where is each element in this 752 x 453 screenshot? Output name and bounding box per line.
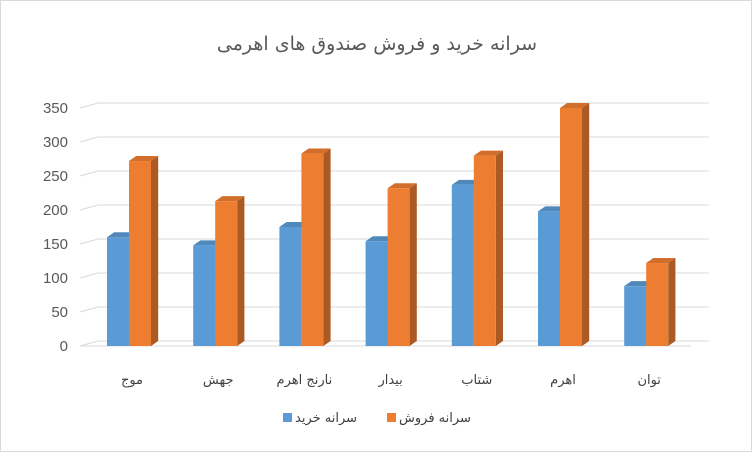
y-tick-label: 300 — [43, 134, 68, 151]
bar-sell — [301, 148, 331, 346]
legend-swatch-sell — [387, 413, 396, 422]
bar-sell — [646, 258, 676, 346]
legend-label-sell: سرانه فروش — [399, 411, 471, 426]
bar-sell — [560, 103, 590, 346]
gridline — [79, 102, 709, 109]
gridline — [79, 204, 709, 211]
x-category-label: موج — [121, 373, 143, 388]
x-axis-labels: موج جهش نارنج اهرم بیدار شتاب اهرم توان — [121, 373, 661, 388]
y-tick-label: 200 — [43, 202, 68, 219]
bars — [107, 103, 676, 346]
chart-title: سرانه خرید و فروش صندوق های اهرمی — [217, 33, 537, 55]
x-category-label: بیدار — [377, 373, 402, 388]
bar-sell — [129, 156, 159, 346]
x-category-label: اهرم — [550, 373, 576, 388]
y-tick-label: 350 — [43, 100, 68, 117]
gridline — [79, 136, 709, 143]
x-category-label: جهش — [203, 373, 234, 388]
gridline — [79, 340, 709, 347]
y-tick-label: 0 — [60, 338, 68, 355]
y-tick-label: 100 — [43, 270, 68, 287]
gridline — [79, 272, 709, 279]
gridline — [79, 238, 709, 245]
gridline — [79, 170, 709, 177]
y-axis-ticks: 0 50 100 150 200 250 300 350 — [43, 100, 68, 355]
legend: سرانه خرید سرانه فروش — [283, 411, 471, 426]
x-category-label: توان — [637, 373, 661, 388]
y-tick-label: 250 — [43, 168, 68, 185]
gridline — [79, 306, 709, 313]
x-category-label: نارنج اهرم — [277, 373, 333, 388]
legend-swatch-buy — [283, 413, 292, 422]
bar-sell — [473, 150, 503, 346]
y-tick-label: 150 — [43, 236, 68, 253]
bar-sell — [387, 183, 417, 346]
y-tick-label: 50 — [51, 304, 68, 321]
legend-label-buy: سرانه خرید — [295, 411, 357, 426]
x-category-label: شتاب — [461, 373, 492, 388]
bar-sell — [215, 196, 245, 346]
